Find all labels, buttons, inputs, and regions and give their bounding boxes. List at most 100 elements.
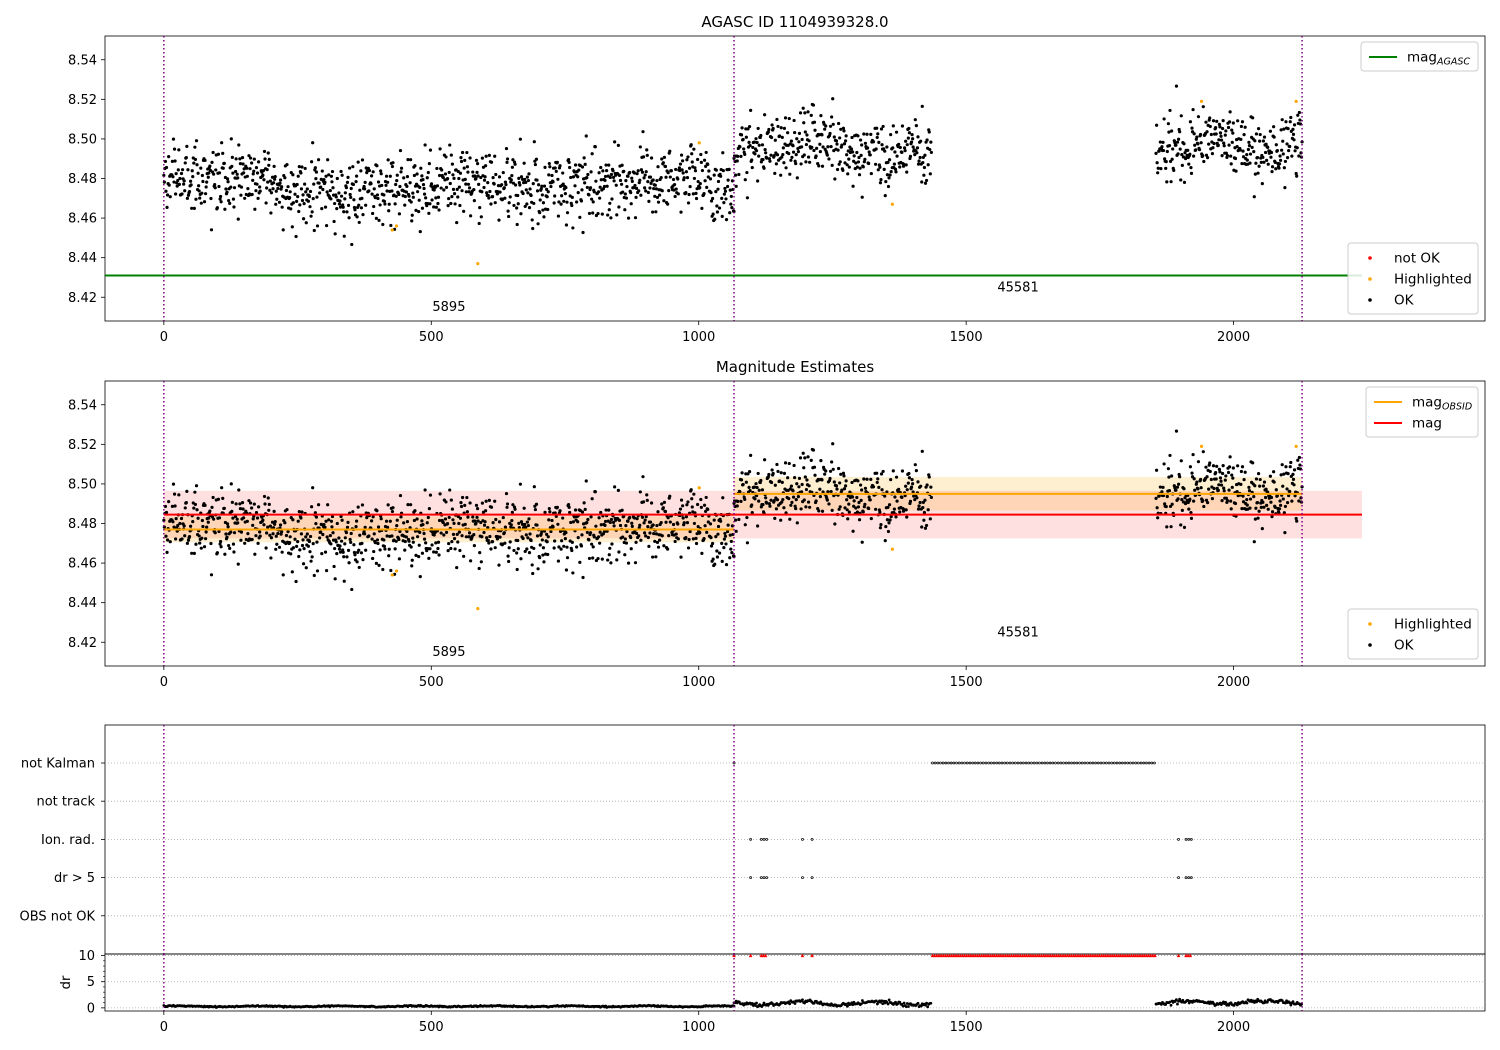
x-tick-label: 500 (419, 330, 444, 345)
data-point-ok (1253, 517, 1257, 521)
data-point-ok (845, 498, 849, 502)
data-point-ok (266, 180, 270, 184)
data-point-ok (177, 148, 181, 152)
data-point-ok (911, 145, 915, 149)
flag-point (936, 761, 940, 765)
data-point-ok (878, 181, 883, 185)
data-point-ok (735, 159, 739, 163)
data-point-ok (1245, 152, 1249, 157)
data-point-ok (835, 142, 839, 146)
flag-point (759, 876, 763, 879)
data-point-ok (314, 515, 319, 519)
data-point-ok (749, 453, 753, 457)
data-point-ok (1288, 144, 1292, 149)
data-point-ok (395, 524, 399, 528)
data-point-ok (364, 548, 368, 552)
data-point-ok (494, 172, 498, 177)
data-point-ok (668, 520, 672, 524)
data-point-ok (674, 532, 678, 536)
data-point-ok (684, 191, 688, 195)
data-point-ok (767, 127, 771, 132)
data-point-ok (1256, 127, 1261, 131)
data-point-ok (1264, 142, 1268, 146)
data-point-ok (439, 186, 443, 190)
y-tick-label: 8.46 (68, 557, 97, 572)
data-point-ok (874, 147, 878, 151)
data-point-ok (553, 194, 557, 198)
data-point-ok (820, 509, 825, 513)
data-point-ok (412, 518, 416, 523)
data-point-ok (436, 540, 441, 544)
data-point-ok (288, 535, 292, 539)
data-point-ok (663, 164, 668, 169)
data-point-ok (271, 187, 275, 191)
data-point-ok (659, 520, 663, 525)
data-point-ok (167, 155, 171, 159)
data-point-ok (719, 174, 723, 178)
data-point-ok (630, 176, 634, 180)
data-point-ok (1179, 178, 1183, 182)
data-point-ok (218, 197, 222, 201)
data-point-ok (1277, 507, 1282, 511)
data-point-ok (1243, 470, 1247, 474)
flag-point (987, 761, 990, 765)
data-point-ok (229, 185, 233, 189)
data-point-ok (851, 529, 855, 533)
data-point-ok (1169, 180, 1173, 184)
data-point-ok (204, 530, 208, 534)
data-point-ok (1179, 523, 1183, 527)
data-point-ok (590, 197, 594, 201)
data-point-ok (342, 579, 346, 583)
data-point-ok (1255, 500, 1260, 505)
data-point-ok (332, 219, 336, 224)
data-point-ok (668, 494, 672, 498)
data-point-ok (1209, 132, 1213, 137)
data-point-ok (224, 532, 228, 536)
data-point-ok (894, 130, 899, 134)
data-point-ok (693, 169, 698, 173)
data-point-ok (209, 541, 213, 546)
data-point-ok (918, 500, 922, 505)
data-point-ok (1259, 160, 1263, 164)
data-point-ok (413, 509, 417, 513)
data-point-ok (630, 179, 634, 183)
data-point-ok (635, 172, 639, 176)
flag-point (968, 761, 972, 765)
data-point-ok (775, 498, 780, 502)
data-point-ok (342, 210, 346, 214)
data-point-ok (652, 186, 656, 191)
data-point-ok (915, 496, 919, 500)
data-point-ok (1236, 119, 1240, 123)
data-point-ok (522, 161, 526, 165)
data-point-ok (226, 525, 230, 529)
data-point-ok (203, 158, 207, 162)
data-point-ok (268, 179, 272, 183)
data-point-ok (1218, 131, 1223, 135)
data-point-ok (685, 158, 689, 162)
data-point-ok (741, 137, 745, 142)
data-point-ok (1229, 162, 1233, 166)
data-point-ok (190, 551, 194, 555)
data-point-ok (304, 190, 308, 194)
data-point-ok (184, 501, 188, 505)
data-point-ok (843, 506, 847, 510)
data-point-ok (441, 175, 445, 180)
data-point-ok (179, 171, 184, 176)
data-point-ok (774, 162, 778, 166)
dr-point (859, 1002, 863, 1006)
data-point-ok (583, 507, 587, 511)
data-point-ok (242, 171, 246, 175)
flag-point (1099, 761, 1103, 765)
data-point-ok (609, 517, 614, 522)
dr-capped-marker (800, 953, 805, 958)
data-point-ok (1250, 145, 1254, 149)
data-point-ok (1174, 84, 1179, 88)
data-point-ok (519, 520, 524, 524)
data-point-ok (677, 166, 682, 170)
data-point-ok (200, 536, 204, 540)
data-point-ok (919, 484, 923, 488)
data-point-ok (540, 529, 544, 533)
data-point-ok (281, 228, 285, 232)
data-point-ok (587, 538, 591, 542)
data-point-ok (729, 547, 733, 551)
